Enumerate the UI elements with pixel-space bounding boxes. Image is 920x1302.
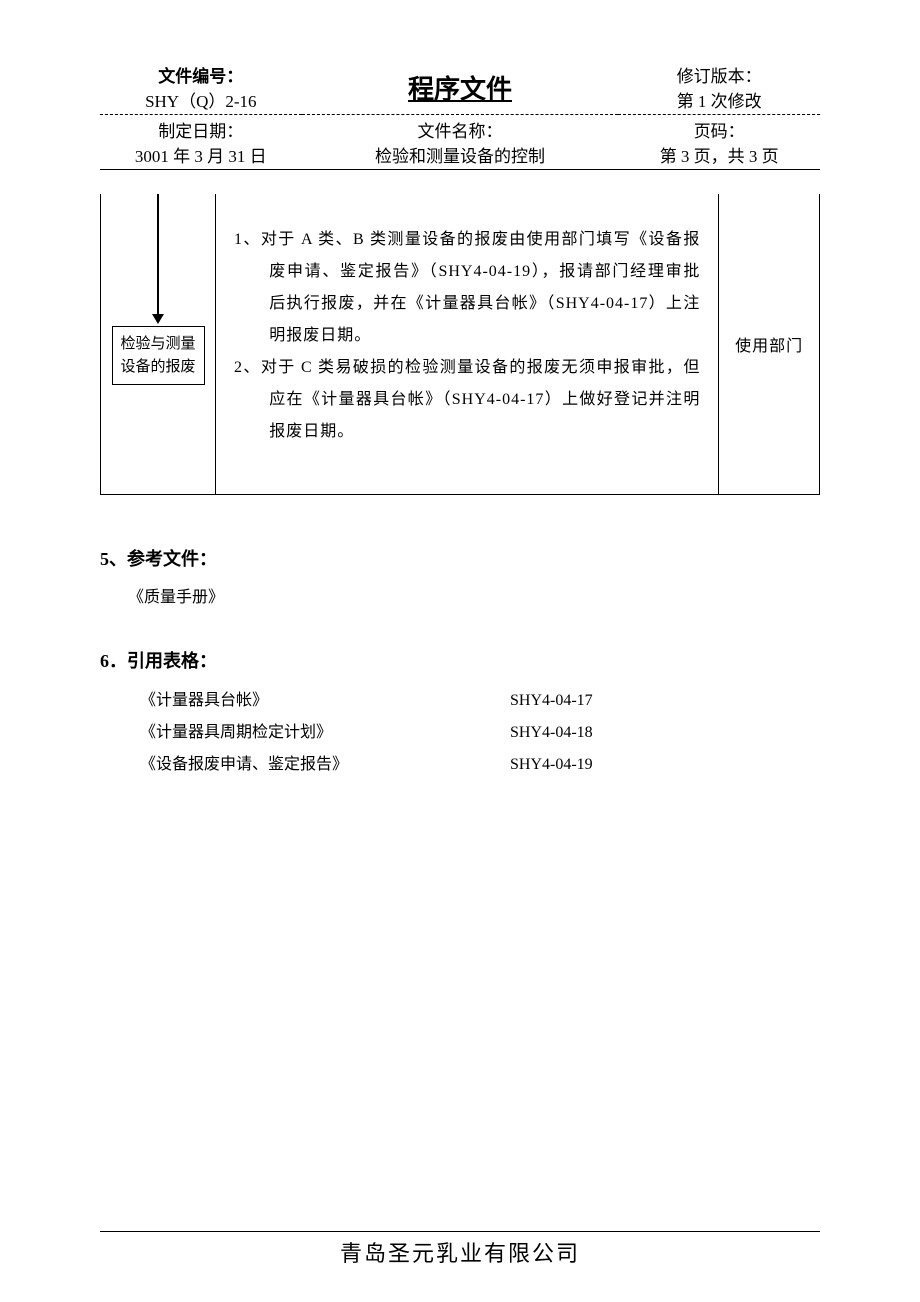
main-title: 程序文件 (302, 60, 619, 115)
desc-item-2: 2、对于 C 类易破损的检验测量设备的报废无须申报审批，但应在《计量器具台帐》（… (234, 352, 700, 448)
filename-cell: 文件名称： 检验和测量设备的控制 (302, 115, 619, 170)
flow-process-box: 检验与测量 设备的报废 (112, 326, 205, 385)
date-label: 制定日期： (158, 122, 243, 141)
flowchart-cell: 检验与测量 设备的报废 (101, 194, 216, 494)
section-5-content: 《质量手册》 (100, 583, 820, 607)
revision-label: 修订版本： (677, 67, 762, 86)
footer-company: 青岛圣元乳业有限公司 (0, 1236, 920, 1268)
revision-cell: 修订版本： 第 1 次修改 (618, 60, 820, 115)
date-value: 3001 年 3 月 31 日 (135, 147, 267, 166)
ref-table-row: 《计量器具周期检定计划》 SHY4-04-18 (100, 717, 820, 749)
footer-divider (100, 1231, 820, 1232)
ref-table-row: 《设备报废申请、鉴定报告》 SHY4-04-19 (100, 749, 820, 781)
desc-item-1: 1、对于 A 类、B 类测量设备的报废由使用部门填写《设备报废申请、鉴定报告》（… (234, 224, 700, 352)
description-cell: 1、对于 A 类、B 类测量设备的报废由使用部门填写《设备报废申请、鉴定报告》（… (216, 194, 719, 494)
ref-name: 《计量器具台帐》 (140, 685, 510, 717)
page-value: 第 3 页，共 3 页 (660, 147, 779, 166)
filename-label: 文件名称： (417, 122, 502, 141)
arrow-line-icon (157, 194, 159, 314)
department-cell: 使用部门 (719, 194, 820, 494)
page-cell: 页码： 第 3 页，共 3 页 (618, 115, 820, 170)
ref-code: SHY4-04-18 (510, 717, 820, 749)
ref-code: SHY4-04-17 (510, 685, 820, 717)
ref-table-row: 《计量器具台帐》 SHY4-04-17 (100, 685, 820, 717)
ref-name: 《设备报废申请、鉴定报告》 (140, 749, 510, 781)
ref-name: 《计量器具周期检定计划》 (140, 717, 510, 749)
section-5-title: 5、参考文件： (100, 545, 820, 571)
doc-number-label: 文件编号： (158, 67, 243, 86)
flow-box-line2: 设备的报废 (121, 359, 196, 375)
ref-code: SHY4-04-19 (510, 749, 820, 781)
section-6-title: 6．引用表格： (100, 647, 820, 673)
filename-value: 检验和测量设备的控制 (375, 147, 545, 166)
doc-number-cell: 文件编号： SHY（Q）2-16 (100, 60, 302, 115)
arrow-head-icon (152, 314, 164, 324)
page-label: 页码： (694, 122, 745, 141)
process-table: 检验与测量 设备的报废 1、对于 A 类、B 类测量设备的报废由使用部门填写《设… (100, 194, 820, 495)
flow-box-line1: 检验与测量 (121, 336, 196, 352)
revision-value: 第 1 次修改 (677, 92, 762, 111)
document-header-table: 文件编号： SHY（Q）2-16 程序文件 修订版本： 第 1 次修改 制定日期… (100, 60, 820, 170)
doc-number-value: SHY（Q）2-16 (145, 92, 256, 111)
date-cell: 制定日期： 3001 年 3 月 31 日 (100, 115, 302, 170)
